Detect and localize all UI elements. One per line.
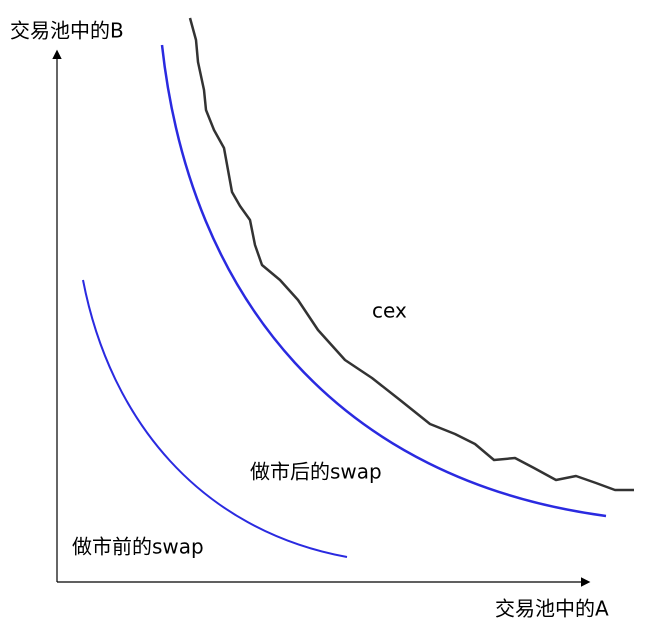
curve-before [82, 279, 348, 558]
curve-cex [188, 17, 634, 492]
curve-after [160, 44, 607, 518]
curve-label: cex [372, 299, 407, 323]
curve-label: 做市后的swap [250, 460, 382, 484]
curve-label: 做市前的swap [72, 535, 204, 559]
y-axis-label: 交易池中的B [10, 19, 124, 43]
x-axis-label: 交易池中的A [495, 597, 609, 621]
